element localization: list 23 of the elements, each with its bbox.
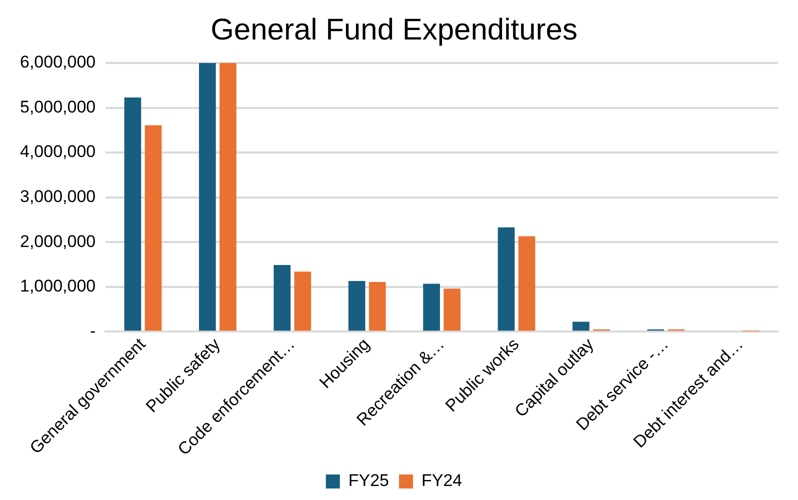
y-tick-label: 1,000,000 [20, 276, 96, 296]
y-tick-label: 2,000,000 [20, 232, 96, 251]
y-tick-label: 3,000,000 [20, 187, 96, 206]
bar [220, 63, 236, 331]
bar [144, 125, 162, 331]
chart-title: General Fund Expenditures [210, 13, 578, 46]
bar [518, 236, 536, 331]
bar [498, 227, 515, 331]
legend-label: FY25 [348, 471, 390, 490]
y-tick-label: 6,000,000 [20, 52, 96, 72]
y-tick-label: - [90, 321, 96, 340]
bar [124, 97, 142, 331]
bar [348, 281, 366, 331]
bar [274, 264, 291, 331]
bar [198, 63, 216, 331]
bar [294, 272, 312, 331]
bar [368, 282, 386, 331]
bar [572, 322, 590, 331]
y-tick-label: 5,000,000 [20, 97, 96, 116]
legend-label: FY24 [422, 471, 462, 490]
y-tick-label: 4,000,000 [20, 142, 96, 162]
bar [423, 284, 440, 331]
bar [444, 288, 461, 331]
